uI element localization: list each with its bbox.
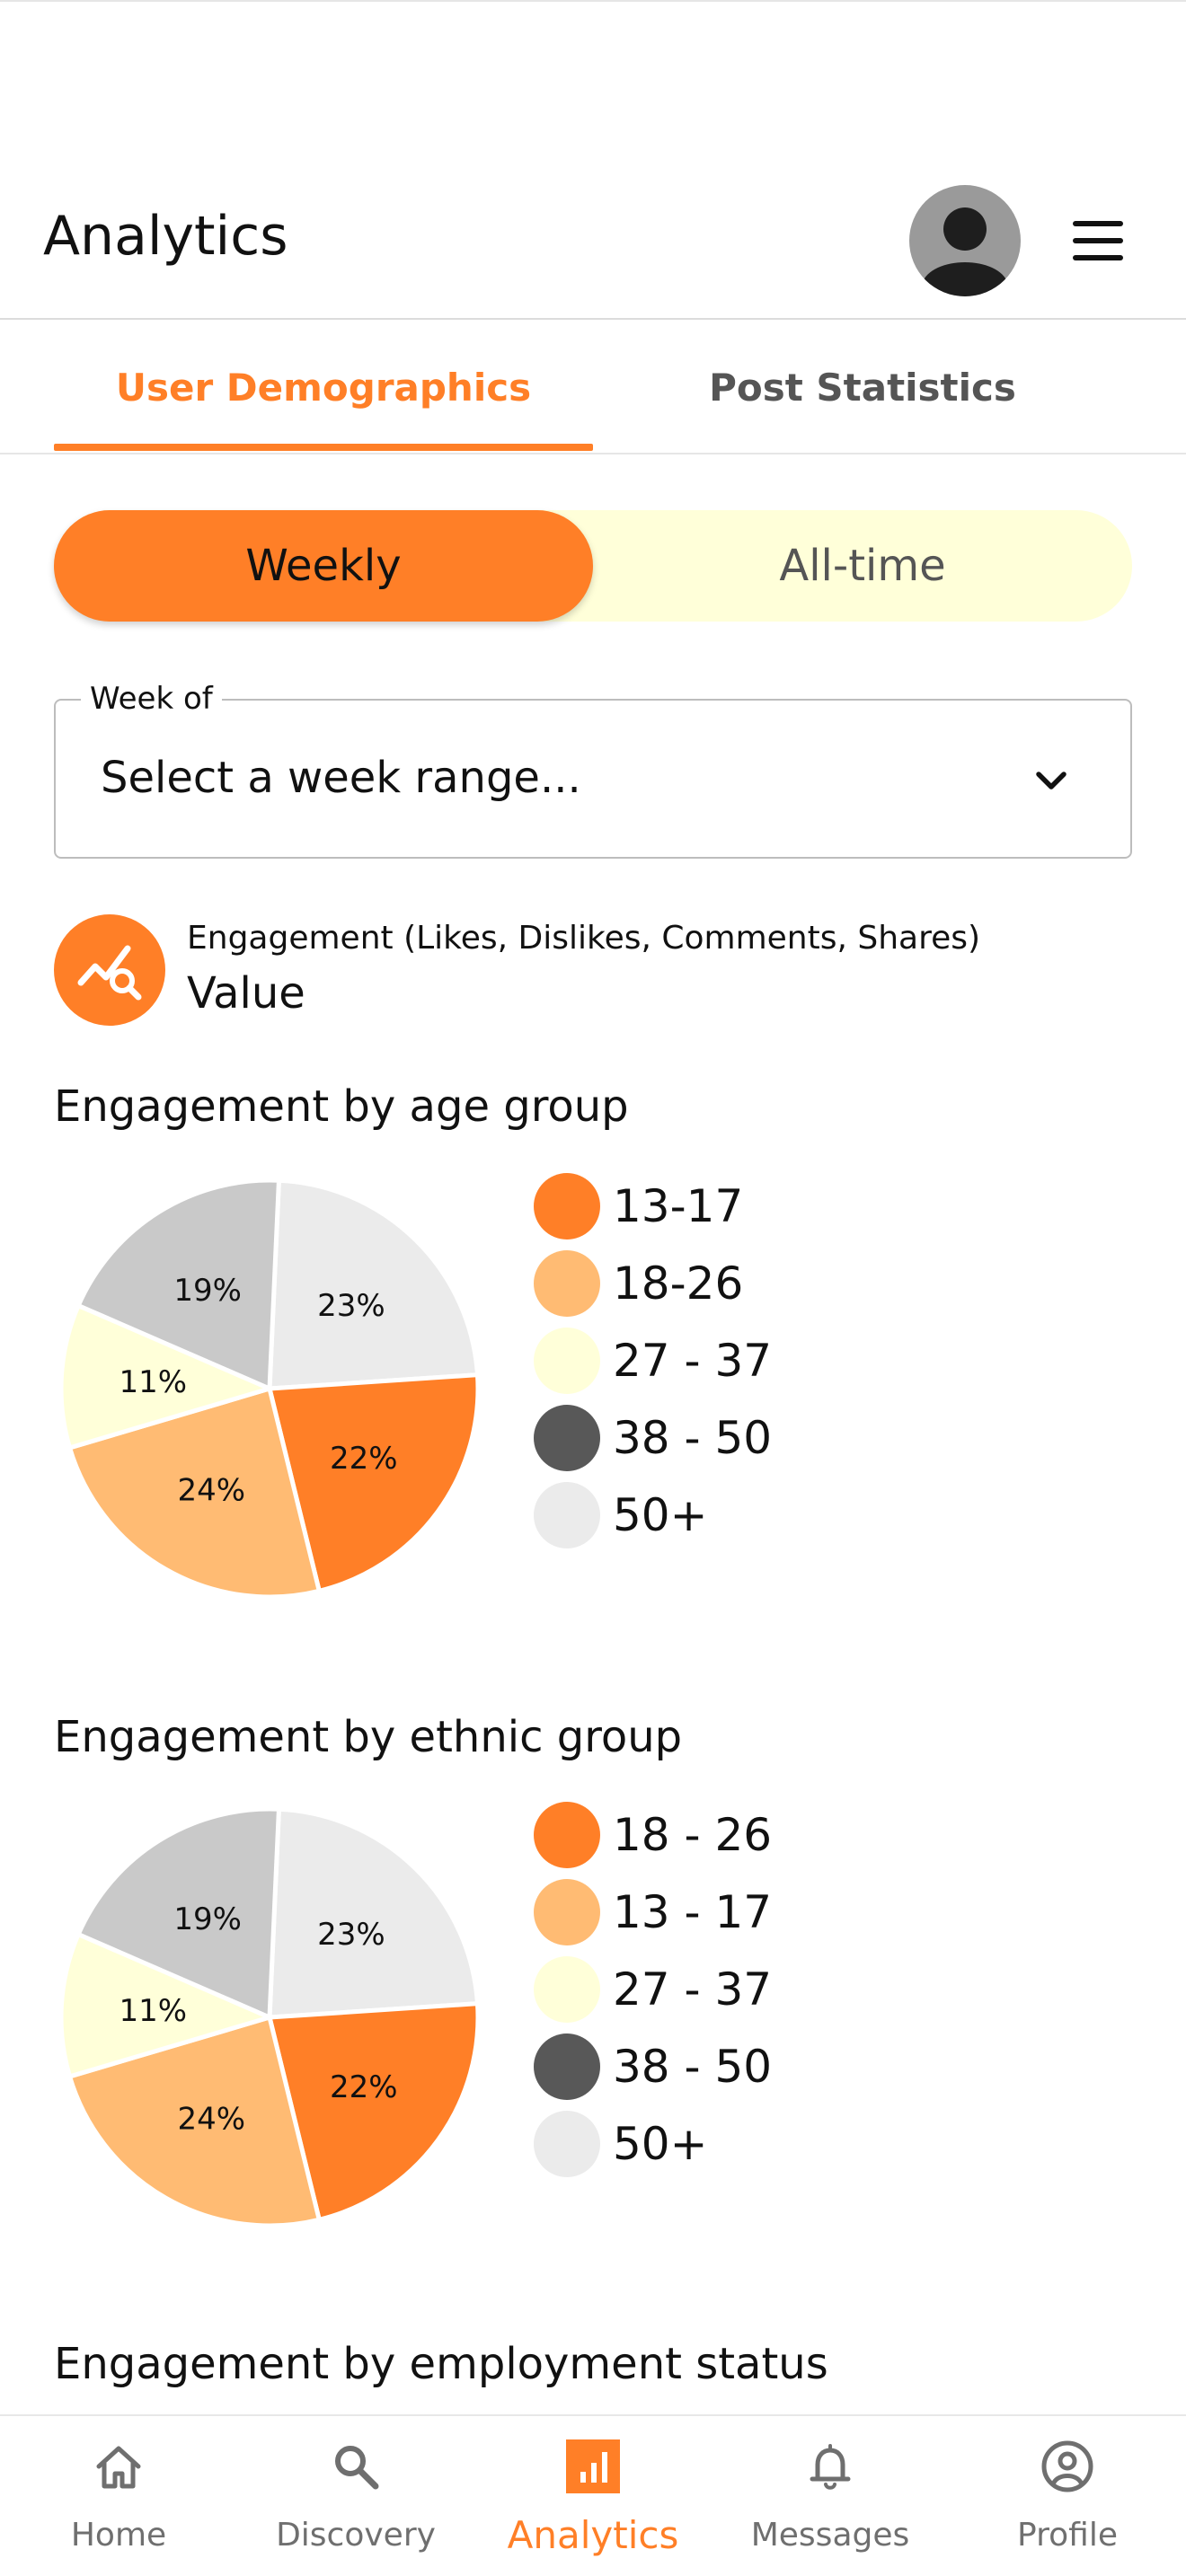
legend-swatch xyxy=(534,1250,600,1317)
pie-slice-label: 22% xyxy=(330,2069,398,2105)
week-select-placeholder: Select a week range... xyxy=(101,753,581,803)
trend-search-icon xyxy=(54,914,165,1026)
active-tab-indicator xyxy=(54,444,593,451)
pie-slice xyxy=(267,1806,481,2020)
tab-post-statistics[interactable]: Post Statistics xyxy=(709,365,1016,410)
pie-slice-label: 23% xyxy=(317,1917,385,1953)
legend-swatch xyxy=(534,1328,600,1394)
legend-swatch xyxy=(534,2033,600,2100)
engagement-metric-label: Engagement (Likes, Dislikes, Comments, S… xyxy=(187,920,981,957)
legend-swatch xyxy=(534,1405,600,1471)
pie-slice-label: 11% xyxy=(119,1364,188,1400)
age-group-pie-chart: 23% 22% 24% 11% 19% xyxy=(58,1178,481,1600)
legend-item: 50+ xyxy=(534,2111,983,2177)
legend-label: 18-26 xyxy=(613,1257,744,1310)
pie-slice-label: 11% xyxy=(119,1993,188,2029)
pie-slice xyxy=(58,1931,277,2080)
legend-swatch xyxy=(534,1956,600,2023)
legend-label: 38 - 50 xyxy=(613,2041,773,2093)
ethnic-group-pie-chart: 23% 22% 24% 11% 19% xyxy=(58,1806,481,2228)
legend-item: 13-17 xyxy=(534,1173,983,1239)
period-toggle: Weekly All-time xyxy=(54,510,1132,622)
legend-swatch xyxy=(534,1482,600,1548)
all-time-toggle-option[interactable]: All-time xyxy=(779,541,946,591)
nav-item-messages[interactable]: Messages xyxy=(712,2416,949,2576)
profile-icon xyxy=(1041,2440,1093,2492)
search-icon xyxy=(335,2446,379,2490)
legend-swatch xyxy=(534,1802,600,1868)
legend-label: 50+ xyxy=(613,1489,708,1541)
pie-slice xyxy=(58,1302,277,1451)
legend-label: 13 - 17 xyxy=(613,1886,773,1938)
pie-slice xyxy=(267,1178,481,1391)
employment-chart-title: Engagement by employment status xyxy=(54,2339,828,2389)
pie-slice-label: 19% xyxy=(173,1901,242,1937)
nav-label-messages: Messages xyxy=(750,2517,910,2554)
top-divider xyxy=(0,0,1186,2)
legend-item: 18-26 xyxy=(534,1250,983,1317)
age-chart-title: Engagement by age group xyxy=(54,1081,629,1132)
legend-label: 27 - 37 xyxy=(613,1963,773,2016)
legend-item: 13 - 17 xyxy=(534,1879,983,1945)
pie-slice xyxy=(266,1372,481,1594)
legend-label: 13-17 xyxy=(613,1180,744,1232)
ethnic-chart-title: Engagement by ethnic group xyxy=(54,1712,683,1762)
analytics-icon xyxy=(566,2439,620,2493)
nav-item-home[interactable]: Home xyxy=(0,2416,237,2576)
legend-item: 50+ xyxy=(534,1482,983,1548)
legend-item: 27 - 37 xyxy=(534,1328,983,1394)
pie-slice xyxy=(266,2001,481,2223)
legend-item: 38 - 50 xyxy=(534,2033,983,2100)
tab-bar: User Demographics Post Statistics xyxy=(0,320,1186,454)
legend-item: 27 - 37 xyxy=(534,1956,983,2023)
legend-label: 18 - 26 xyxy=(613,1809,773,1861)
app-header: Analytics xyxy=(0,0,1186,320)
nav-item-analytics[interactable]: Analytics xyxy=(474,2416,712,2576)
legend-swatch xyxy=(534,1173,600,1239)
pie-slice-label: 19% xyxy=(173,1273,242,1309)
tab-user-demographics[interactable]: User Demographics xyxy=(115,365,532,410)
legend-label: 38 - 50 xyxy=(613,1412,773,1464)
pie-slice xyxy=(75,1178,282,1392)
home-icon xyxy=(96,2446,141,2489)
chevron-down-icon xyxy=(1036,772,1067,790)
hamburger-menu-icon[interactable] xyxy=(1069,219,1123,262)
legend-swatch xyxy=(534,1879,600,1945)
legend-label: 50+ xyxy=(613,2118,708,2170)
legend-swatch xyxy=(534,2111,600,2177)
pie-slice-label: 24% xyxy=(178,1473,246,1509)
pie-slice-label: 22% xyxy=(330,1441,398,1477)
nav-item-discovery[interactable]: Discovery xyxy=(237,2416,474,2576)
nav-label-discovery: Discovery xyxy=(276,2517,436,2554)
legend-item: 18 - 26 xyxy=(534,1802,983,1868)
pie-slice xyxy=(66,1385,323,1600)
pie-slice-label: 23% xyxy=(317,1288,385,1324)
bottom-navigation: Home Discovery Analytics Messages xyxy=(0,2414,1186,2576)
user-avatar-icon[interactable] xyxy=(909,185,1021,296)
week-select-label: Week of xyxy=(81,681,222,717)
nav-label-analytics: Analytics xyxy=(507,2513,679,2557)
nav-label-home: Home xyxy=(70,2517,167,2554)
nav-label-profile: Profile xyxy=(1017,2517,1118,2554)
pie-slice xyxy=(75,1806,282,2021)
page-title: Analytics xyxy=(43,205,288,268)
bell-icon xyxy=(810,2444,851,2490)
week-range-select[interactable]: Week of Select a week range... xyxy=(54,681,1132,859)
pie-slice-label: 24% xyxy=(178,2102,246,2138)
legend-item: 38 - 50 xyxy=(534,1405,983,1471)
pie-slice xyxy=(66,2014,323,2228)
legend-label: 27 - 37 xyxy=(613,1335,773,1387)
weekly-toggle-option[interactable]: Weekly xyxy=(54,510,593,622)
engagement-metric-value: Value xyxy=(187,968,305,1019)
nav-item-profile[interactable]: Profile xyxy=(949,2416,1186,2576)
